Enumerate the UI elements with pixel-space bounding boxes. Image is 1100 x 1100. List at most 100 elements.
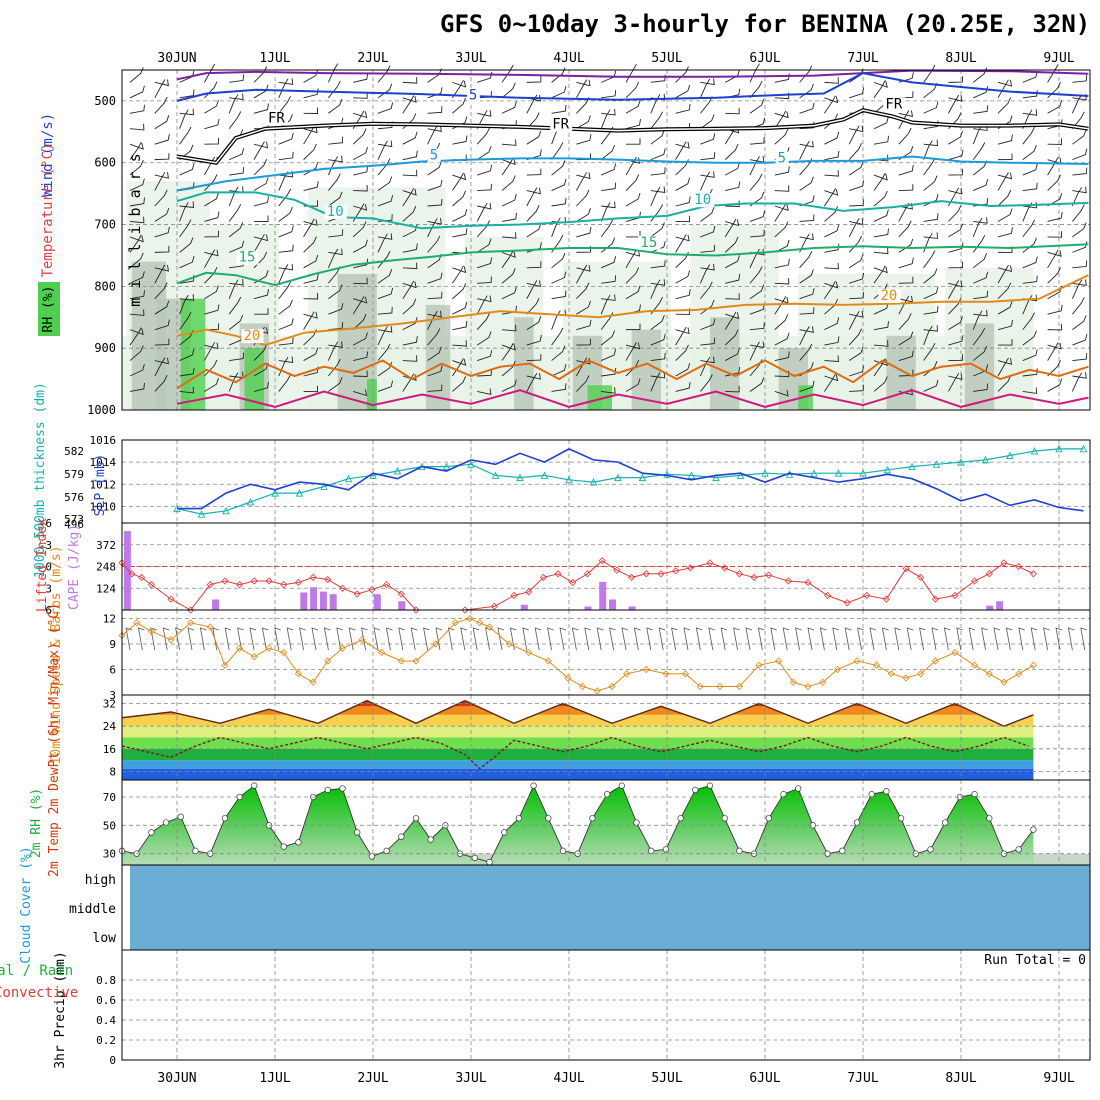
y-axis-label-cloud: Cloud Cover (%) [19, 846, 34, 963]
x-tick-label-top: 9JUL [1043, 51, 1074, 66]
wind-barb [452, 172, 464, 191]
thickness-marker [687, 471, 696, 479]
rh-marker [692, 786, 699, 794]
wind-barb-10m [237, 627, 244, 651]
wind-barb [402, 243, 418, 253]
wind-barb [501, 139, 517, 146]
wind-barb [650, 129, 665, 145]
wind-barb [427, 68, 442, 83]
wind-barb [501, 101, 517, 114]
wind-barb [327, 156, 339, 176]
contour-line [176, 155, 1089, 192]
wind-barb [1022, 330, 1037, 346]
wind-speed-marker [662, 670, 670, 678]
wind-barb [253, 215, 269, 222]
wind-barb-10m [485, 627, 492, 651]
wind-barb [576, 265, 591, 272]
x-tick-label-bottom: 4JUL [553, 1071, 584, 1086]
wind-barb [1022, 275, 1038, 284]
wind-barb [1072, 260, 1088, 269]
wind-barb [526, 205, 540, 222]
wind-barb [799, 326, 814, 333]
wind-barb [377, 306, 393, 315]
y2-tick-label: 579 [64, 468, 84, 481]
wind-speed-marker [294, 670, 302, 678]
wind-barb [377, 233, 388, 253]
wind-barb [452, 79, 464, 99]
wind-barb [1047, 138, 1063, 145]
wind-barb [650, 371, 666, 379]
wind-barb [179, 126, 192, 145]
rh-marker [324, 786, 331, 794]
rh-marker [486, 859, 493, 866]
wind-barb [278, 78, 294, 85]
wind-barb-10m [373, 627, 381, 651]
wind-speed-marker [378, 648, 386, 657]
wind-barb [675, 327, 690, 335]
li-marker [931, 595, 939, 603]
wind-barb [873, 340, 889, 347]
contour-label-bg [466, 88, 480, 103]
cape-bar [300, 592, 308, 610]
wind-barb [278, 188, 291, 207]
wind-barb [972, 142, 986, 160]
wind-barb [303, 385, 319, 393]
wind-barb [948, 373, 963, 381]
wind-barb-10m [559, 627, 567, 651]
wind-barb [873, 209, 889, 222]
wind-barb [873, 116, 889, 130]
wind-barb [154, 357, 166, 377]
wind-barb [948, 168, 963, 176]
wind-barb [501, 157, 514, 176]
wind-barb-10m [646, 627, 653, 651]
wind-barb [848, 142, 863, 160]
wind-barb [228, 186, 239, 207]
x-tick-label-bottom: 30JUN [157, 1071, 196, 1086]
wind-barb [650, 279, 661, 299]
wind-barb [204, 137, 219, 145]
x-tick-label-top: 30JUN [157, 51, 196, 66]
wind-barb [303, 126, 318, 134]
wind-barb [576, 300, 591, 315]
li-marker [642, 570, 650, 578]
wind-barb [204, 81, 218, 99]
wind-barb [725, 200, 740, 207]
wind-barb [154, 245, 170, 253]
wind-barb [625, 323, 641, 331]
wind-barb [476, 145, 492, 161]
thickness-marker [810, 469, 818, 477]
wind-barb [923, 250, 936, 269]
wind-barb [551, 327, 564, 346]
wind-barb [501, 64, 514, 83]
wind-barb [353, 111, 368, 119]
thickness-marker [197, 510, 206, 518]
wind-barb [303, 181, 319, 191]
wind-barb-10m [249, 627, 257, 651]
wind-barb [377, 140, 393, 148]
wind-barb-10m [683, 627, 691, 651]
wind-barb [625, 100, 641, 114]
wind-barb [452, 265, 464, 284]
wind-barb [749, 341, 765, 349]
wind-barb [427, 272, 443, 284]
contour-label-bg [775, 151, 789, 166]
wind-barb [204, 359, 218, 377]
y2-tick-label: 573 [64, 513, 84, 526]
contour-line [176, 274, 1089, 347]
wind-barb [997, 189, 1012, 207]
wind-barb-10m [348, 627, 356, 651]
rh-marker [765, 815, 772, 822]
y2-tick-label: 582 [64, 445, 84, 458]
wind-barb [328, 98, 343, 114]
rh-marker [354, 829, 361, 836]
wind-barb [526, 242, 542, 253]
wind-barb [204, 230, 219, 238]
wind-barb [402, 336, 418, 346]
wind-barb [352, 313, 367, 330]
wind-barb [427, 384, 443, 392]
wind-barb [179, 163, 195, 176]
wind-barb [154, 134, 170, 145]
wind-barb [625, 267, 640, 284]
li-marker [569, 578, 577, 587]
wind-barb [774, 389, 789, 397]
